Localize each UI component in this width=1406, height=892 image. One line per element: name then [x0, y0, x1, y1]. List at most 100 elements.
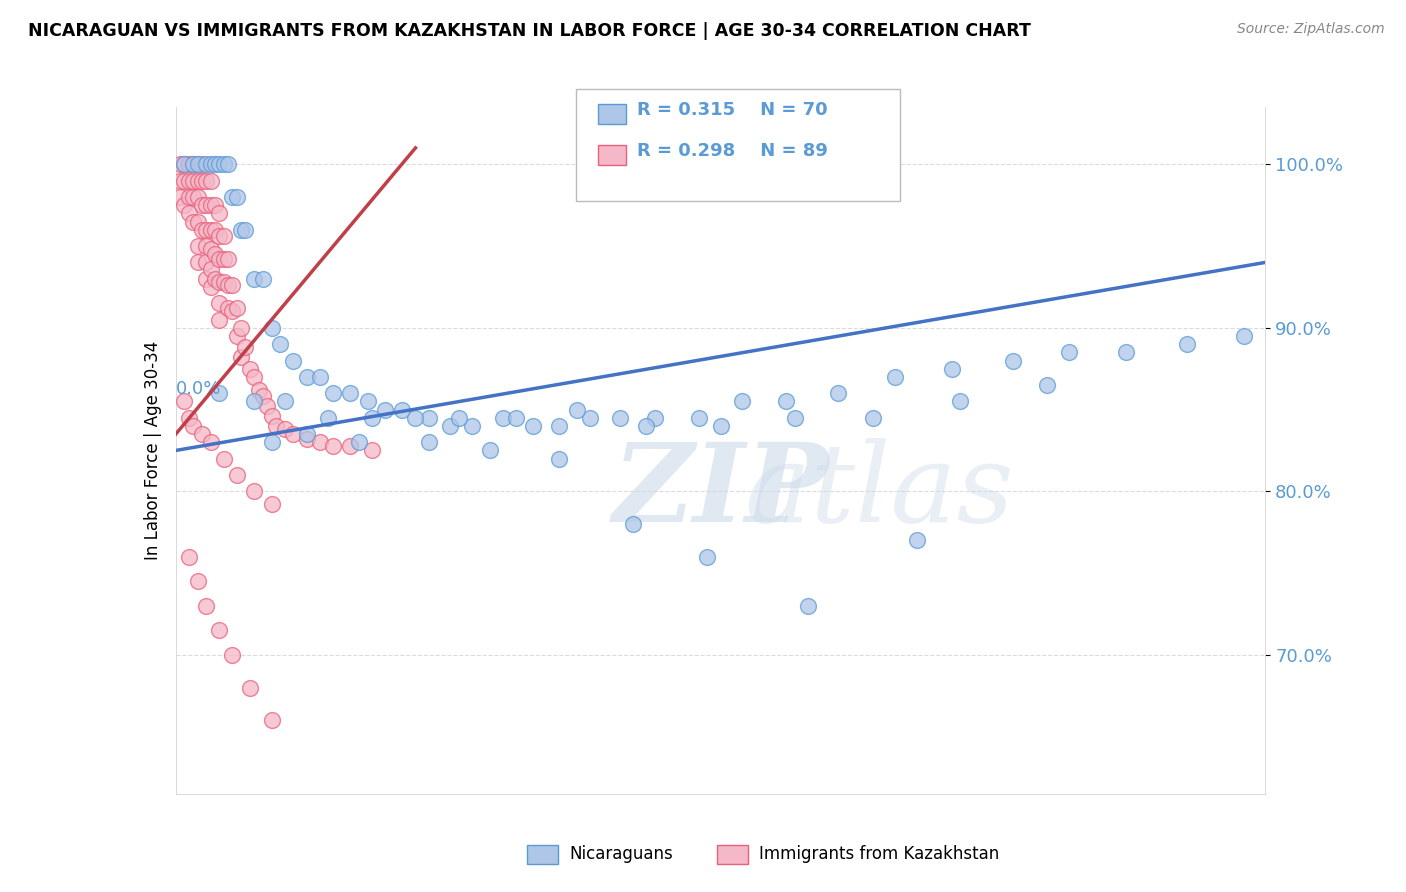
- Point: [636, 418, 658, 433]
- Point: [256, 399, 278, 413]
- Point: [221, 190, 243, 204]
- Point: [177, 157, 200, 171]
- Point: [169, 157, 191, 171]
- Point: [195, 198, 218, 212]
- Point: [186, 190, 209, 204]
- Point: [941, 361, 963, 376]
- Point: [644, 410, 666, 425]
- Text: atlas: atlas: [744, 438, 1014, 545]
- Point: [1057, 345, 1080, 359]
- Point: [243, 394, 266, 409]
- Point: [204, 271, 226, 285]
- Point: [186, 157, 209, 171]
- Point: [217, 278, 239, 293]
- Point: [173, 394, 195, 409]
- Point: [181, 418, 204, 433]
- Point: [200, 173, 222, 187]
- Point: [775, 394, 797, 409]
- Point: [221, 278, 243, 293]
- Point: [461, 418, 484, 433]
- Point: [173, 157, 195, 171]
- Point: [243, 369, 266, 384]
- Point: [195, 173, 218, 187]
- Point: [862, 410, 884, 425]
- Point: [186, 239, 209, 253]
- Point: [374, 402, 396, 417]
- Point: [243, 271, 266, 285]
- Point: [347, 435, 370, 450]
- Point: [609, 410, 631, 425]
- Point: [360, 443, 382, 458]
- Point: [1036, 378, 1059, 392]
- Point: [505, 410, 527, 425]
- Point: [200, 435, 222, 450]
- Point: [260, 320, 283, 334]
- Point: [200, 261, 222, 276]
- Y-axis label: In Labor Force | Age 30-34: In Labor Force | Age 30-34: [143, 341, 162, 560]
- Point: [221, 648, 243, 662]
- Text: Immigrants from Kazakhstan: Immigrants from Kazakhstan: [759, 845, 1000, 863]
- Point: [1115, 345, 1137, 359]
- Point: [212, 229, 235, 244]
- Point: [274, 394, 297, 409]
- Point: [235, 340, 257, 354]
- Point: [308, 369, 330, 384]
- Point: [208, 275, 231, 289]
- Text: R = 0.315    N = 70: R = 0.315 N = 70: [637, 101, 828, 119]
- Point: [260, 435, 283, 450]
- Point: [191, 222, 214, 236]
- Point: [260, 713, 283, 727]
- Point: [235, 222, 257, 236]
- Point: [339, 386, 361, 401]
- Point: [264, 418, 287, 433]
- Point: [169, 190, 191, 204]
- Point: [204, 157, 226, 171]
- Text: Nicaraguans: Nicaraguans: [569, 845, 673, 863]
- Point: [318, 410, 340, 425]
- Point: [200, 242, 222, 257]
- Point: [356, 394, 378, 409]
- Point: [204, 222, 226, 236]
- Point: [173, 173, 195, 187]
- Point: [239, 361, 262, 376]
- Text: R = 0.298    N = 89: R = 0.298 N = 89: [637, 142, 828, 160]
- Point: [283, 427, 305, 442]
- Point: [548, 418, 571, 433]
- Point: [796, 599, 818, 613]
- Point: [247, 383, 270, 397]
- Point: [322, 386, 344, 401]
- Point: [260, 497, 283, 511]
- Point: [827, 386, 849, 401]
- Point: [181, 157, 204, 171]
- Text: NICARAGUAN VS IMMIGRANTS FROM KAZAKHSTAN IN LABOR FORCE | AGE 30-34 CORRELATION : NICARAGUAN VS IMMIGRANTS FROM KAZAKHSTAN…: [28, 22, 1031, 40]
- Point: [204, 198, 226, 212]
- Point: [252, 389, 274, 403]
- Point: [1001, 353, 1024, 368]
- Point: [1232, 329, 1256, 343]
- Point: [295, 432, 318, 446]
- Point: [696, 549, 718, 564]
- Point: [200, 157, 222, 171]
- Point: [231, 320, 253, 334]
- Point: [173, 198, 195, 212]
- Point: [181, 214, 204, 228]
- Point: [177, 190, 200, 204]
- Point: [208, 312, 231, 326]
- Point: [905, 533, 928, 548]
- Point: [283, 353, 305, 368]
- Point: [195, 599, 218, 613]
- Point: [231, 222, 253, 236]
- Text: 0.0%: 0.0%: [176, 380, 221, 398]
- Point: [308, 435, 330, 450]
- Point: [391, 402, 413, 417]
- Point: [204, 247, 226, 261]
- Text: ZIP: ZIP: [612, 438, 830, 545]
- Point: [447, 410, 470, 425]
- Point: [212, 451, 235, 466]
- Point: [181, 190, 204, 204]
- Point: [186, 173, 209, 187]
- Point: [195, 157, 218, 171]
- Point: [169, 173, 191, 187]
- Point: [949, 394, 972, 409]
- Point: [252, 271, 274, 285]
